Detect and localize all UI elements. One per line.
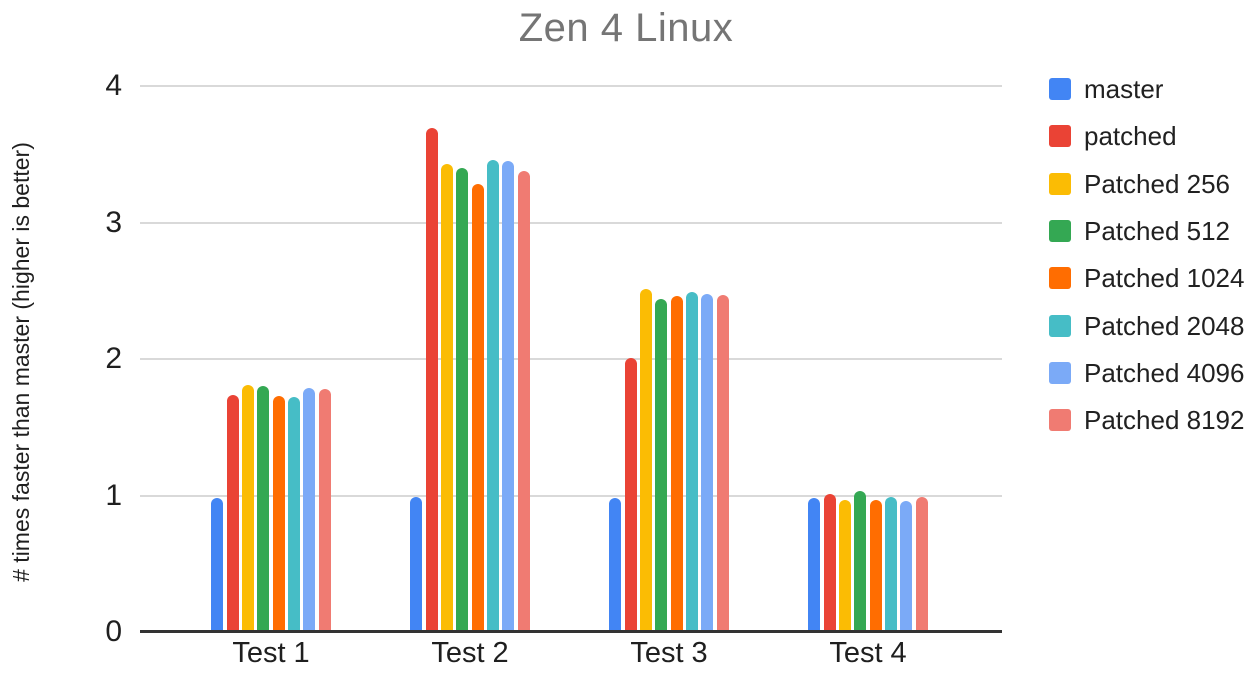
legend-item-patched-1024: Patched 1024 bbox=[1049, 263, 1245, 294]
x-axis-label-2: Test 2 bbox=[431, 637, 509, 669]
bar-test3-patched-2048 bbox=[686, 292, 698, 632]
bar-test4-patched-512 bbox=[854, 491, 867, 632]
bar-test3-master bbox=[609, 498, 622, 632]
legend-swatch-icon bbox=[1049, 78, 1071, 100]
legend: master patched Patched 256 Patched 512 Patch… bbox=[1049, 0, 1249, 674]
legend-label: Patched 4096 bbox=[1084, 357, 1245, 388]
bar-test3-patched-8192 bbox=[716, 294, 729, 632]
bar-test1-patched-512 bbox=[257, 386, 270, 632]
bar-test1-patched-8192 bbox=[318, 389, 331, 632]
bar-test1-patched-1024 bbox=[272, 395, 285, 632]
legend-item-patched-8192: Patched 8192 bbox=[1049, 405, 1245, 436]
bar-test4-patched-4096 bbox=[900, 501, 913, 632]
bar-test1-patched-2048 bbox=[288, 397, 300, 632]
bar-test1-master bbox=[211, 498, 224, 632]
bar-test3-patched bbox=[624, 357, 637, 632]
legend-label: Patched 1024 bbox=[1084, 263, 1245, 294]
y-tick-label-2: 2 bbox=[105, 342, 122, 375]
gridline-1 bbox=[140, 494, 1002, 497]
chart-title: Zen 4 Linux bbox=[518, 6, 734, 50]
legend-item-patched-4096: Patched 4096 bbox=[1049, 357, 1245, 388]
bar-test4-patched bbox=[823, 494, 836, 632]
legend-swatch-icon bbox=[1049, 219, 1071, 242]
bar-test2-patched bbox=[425, 128, 438, 632]
x-axis-label-1: Test 1 bbox=[232, 637, 310, 669]
legend-label: master bbox=[1084, 74, 1164, 104]
legend-swatch-icon bbox=[1049, 314, 1071, 337]
legend-swatch-icon bbox=[1049, 409, 1071, 432]
bar-test3-patched-512 bbox=[655, 298, 668, 632]
y-tick-label-1: 1 bbox=[105, 478, 122, 512]
bar-test3-patched-4096 bbox=[701, 293, 714, 632]
legend-swatch-icon bbox=[1049, 361, 1071, 384]
gridline-2 bbox=[140, 358, 1002, 360]
y-tick-label-4: 4 bbox=[105, 69, 122, 102]
legend-label: Patched 8192 bbox=[1084, 405, 1245, 436]
bar-test3-patched-1024 bbox=[670, 296, 683, 632]
bar-test4-patched-256 bbox=[839, 499, 851, 632]
legend-swatch-icon bbox=[1049, 267, 1071, 290]
legend-swatch-icon bbox=[1049, 172, 1071, 195]
legend-item-patched-256: Patched 256 bbox=[1049, 168, 1231, 199]
bar-test2-patched-1024 bbox=[471, 184, 484, 632]
legend-item-patched-2048: Patched 2048 bbox=[1049, 310, 1245, 341]
bar-test4-patched-8192 bbox=[915, 496, 928, 632]
bar-test1-patched-4096 bbox=[303, 387, 316, 632]
bar-test3-patched-256 bbox=[640, 289, 652, 632]
legend-item-patched-512: Patched 512 bbox=[1049, 215, 1231, 246]
bar-test4-patched-2048 bbox=[885, 496, 897, 632]
bar-test4-patched-1024 bbox=[869, 499, 882, 632]
legend-label: patched bbox=[1084, 121, 1177, 152]
bar-test2-patched-256 bbox=[441, 163, 453, 632]
bar-test1-patched bbox=[226, 394, 239, 632]
gridline-3 bbox=[140, 221, 1002, 224]
bar-test2-patched-4096 bbox=[502, 161, 515, 632]
legend-label: Patched 2048 bbox=[1084, 310, 1245, 341]
y-axis-title: # times faster than master (higher is be… bbox=[8, 142, 34, 582]
y-tick-label-0: 0 bbox=[105, 615, 122, 648]
bar-test2-patched-2048 bbox=[487, 159, 499, 632]
bar-test2-patched-512 bbox=[456, 167, 469, 632]
bar-test4-master bbox=[808, 498, 821, 632]
legend-label: Patched 256 bbox=[1084, 168, 1231, 199]
legend-item-master: master bbox=[1049, 74, 1164, 104]
bar-test2-master bbox=[410, 496, 423, 632]
x-axis-line bbox=[140, 630, 1002, 633]
legend-swatch-icon bbox=[1049, 125, 1071, 148]
y-tick-label-3: 3 bbox=[105, 205, 122, 239]
bar-test1-patched-256 bbox=[242, 384, 254, 632]
legend-item-patched: patched bbox=[1049, 121, 1177, 152]
x-axis-label-4: Test 4 bbox=[829, 637, 907, 669]
legend-label: Patched 512 bbox=[1084, 215, 1231, 246]
gridline-4 bbox=[140, 85, 1002, 87]
bar-test2-patched-8192 bbox=[517, 170, 530, 632]
x-axis-label-3: Test 3 bbox=[630, 637, 708, 669]
